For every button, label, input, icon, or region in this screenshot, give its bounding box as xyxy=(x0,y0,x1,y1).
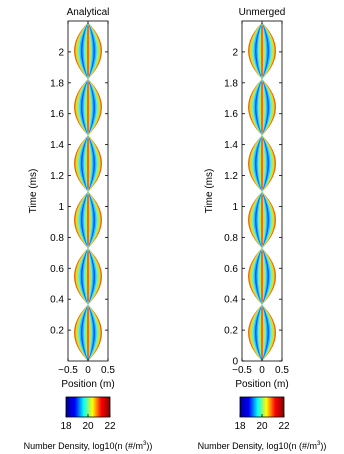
y-tick-label: 0.2 xyxy=(50,326,64,337)
density-bubble xyxy=(248,135,276,192)
y-tick-label: 2 xyxy=(232,47,238,58)
y-tick-label: 1.4 xyxy=(50,140,64,151)
colorbar: 18 20 22 xyxy=(60,396,116,432)
x-axis-label: Position (m) xyxy=(61,379,114,390)
y-axis: 0.2 0.4 0.6 0.8 1 1.2 1.4 1.6 1.8 2 xyxy=(50,47,108,337)
density-bubble xyxy=(248,78,276,136)
colorbar-label: Number Density, log10(n (#/m3)) xyxy=(198,441,327,451)
colorbar-tick-label: 18 xyxy=(234,421,246,432)
y-tick-label: 1.4 xyxy=(224,140,238,151)
colorbar: 18 20 22 xyxy=(234,396,290,432)
y-tick-label: 1.2 xyxy=(50,171,64,182)
panel-analytical: Analytical −0.5 0 0.5 0.2 0.4 0.6 0.8 1 1.2 1.4 1… xyxy=(24,7,153,451)
y-axis-label: Time (ms) xyxy=(204,169,215,214)
density-bubble xyxy=(248,191,276,249)
colorbar-tick-label: 18 xyxy=(60,421,72,432)
colorbar-label: Number Density, log10(n (#/m3)) xyxy=(24,441,153,451)
density-bubble xyxy=(74,304,102,361)
y-tick-label: 0.6 xyxy=(224,264,238,275)
panel-title: Unmerged xyxy=(239,7,286,18)
y-tick-label: 0.4 xyxy=(50,295,64,306)
x-tick-label: 0.5 xyxy=(101,365,115,376)
y-tick-label: 1 xyxy=(232,202,238,213)
colorbar-tick-label: 20 xyxy=(82,421,94,432)
y-tick-label: 1 xyxy=(58,202,64,213)
y-tick-label: 0.8 xyxy=(50,233,64,244)
y-axis-label: Time (ms) xyxy=(28,169,39,214)
density-bubble xyxy=(74,22,102,79)
y-tick-label: 1.6 xyxy=(224,109,238,120)
panel-unmerged: Unmerged −0.5 0 0.5 00.20.40.60.811.21.41.… xyxy=(198,7,327,451)
x-tick-label: 0 xyxy=(85,365,91,376)
density-bubble xyxy=(74,248,102,305)
x-tick-label: 0 xyxy=(259,365,265,376)
density-bubble xyxy=(74,135,102,192)
y-tick-label: 1.8 xyxy=(50,78,64,89)
density-bubble xyxy=(248,22,276,79)
panel-title: Analytical xyxy=(67,7,110,18)
density-bubble xyxy=(74,78,102,136)
y-tick-label: 0.6 xyxy=(50,264,64,275)
y-tick-label: 1.8 xyxy=(224,78,238,89)
x-axis: −0.5 0 0.5 xyxy=(232,21,289,376)
x-axis: −0.5 0 0.5 xyxy=(58,21,115,376)
colorbar-tick-label: 22 xyxy=(104,421,116,432)
density-bubble xyxy=(248,248,276,305)
y-tick-label: 0 xyxy=(232,357,238,368)
density-bubble xyxy=(74,191,102,249)
x-tick-label: 0.5 xyxy=(275,365,289,376)
colorbar-tick-label: 22 xyxy=(278,421,290,432)
y-tick-label: 0.8 xyxy=(224,233,238,244)
y-tick-label: 2 xyxy=(58,47,64,58)
x-axis-label: Position (m) xyxy=(235,379,288,390)
y-axis: 0 0.2 0.4 0.6 0.8 1 1.2 1.4 1.6 1.8 2 xyxy=(224,47,282,368)
y-tick-label: 1.6 xyxy=(50,109,64,120)
y-tick-label: 1.2 xyxy=(224,171,238,182)
density-bubble xyxy=(248,304,276,361)
x-tick-label: −0.5 xyxy=(58,365,78,376)
colorbar-tick-label: 20 xyxy=(256,421,268,432)
density-map xyxy=(68,21,108,361)
y-tick-label: 0.4 xyxy=(224,295,238,306)
density-map xyxy=(242,21,282,361)
y-tick-label: 0.2 xyxy=(224,326,238,337)
x-tick-label: −0.5 xyxy=(232,365,252,376)
